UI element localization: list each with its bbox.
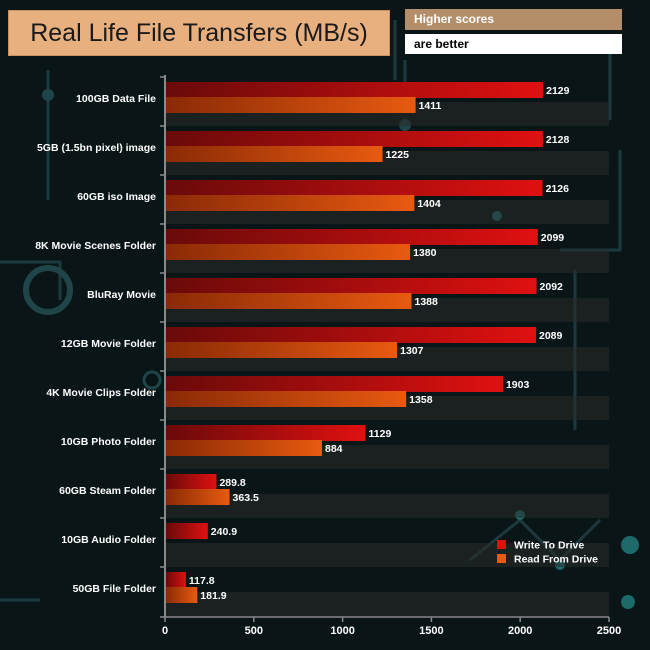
bar-value-label: 240.9 — [211, 526, 237, 538]
read-bar — [166, 391, 407, 407]
bar-value-label: 2092 — [540, 281, 564, 293]
x-tick-label: 1500 — [419, 625, 443, 637]
bar-value-label: 2129 — [546, 85, 570, 97]
x-tick-label: 2500 — [597, 625, 621, 637]
category-label: 5GB (1.5bn pixel) image — [37, 142, 156, 154]
bar-value-label: 117.8 — [189, 575, 215, 587]
x-tick-label: 500 — [245, 625, 263, 637]
category-label: 4K Movie Clips Folder — [46, 387, 156, 399]
bar-value-label: 1404 — [417, 198, 441, 210]
bar-value-label: 181.9 — [200, 590, 226, 602]
read-bar — [166, 97, 416, 113]
read-bar — [166, 587, 198, 603]
higher-scores-note: Higher scores — [405, 9, 622, 30]
bar-value-label: 1225 — [386, 149, 410, 161]
category-label: 10GB Audio Folder — [61, 534, 156, 546]
category-label: 60GB Steam Folder — [59, 485, 156, 497]
category-label: 8K Movie Scenes Folder — [35, 240, 156, 252]
x-tick-label: 0 — [162, 625, 168, 637]
category-label: 12GB Movie Folder — [61, 338, 156, 350]
bar-value-label: 1358 — [409, 394, 433, 406]
bar-value-label: 2128 — [546, 134, 570, 146]
read-bar — [166, 342, 398, 358]
bar-value-label: 1380 — [413, 247, 437, 259]
legend-label: Read From Drive — [514, 554, 598, 566]
category-label: BluRay Movie — [87, 289, 156, 301]
write-bar — [166, 425, 366, 441]
category-label: 60GB iso Image — [77, 191, 156, 203]
bar-value-label: 1411 — [419, 100, 442, 112]
write-bar — [166, 523, 208, 539]
bar-value-label: 884 — [325, 443, 343, 455]
bar-value-label: 1307 — [400, 345, 424, 357]
read-bar — [166, 244, 411, 260]
legend-label: Write To Drive — [514, 540, 584, 552]
read-bar — [166, 293, 412, 309]
read-bar — [166, 440, 322, 456]
write-bar — [166, 180, 543, 196]
x-tick-label: 1000 — [330, 625, 354, 637]
bar-value-label: 1903 — [506, 379, 530, 391]
legend-swatch — [497, 554, 506, 563]
write-bar — [166, 278, 537, 294]
bar-value-label: 2089 — [539, 330, 563, 342]
write-bar — [166, 474, 217, 490]
x-tick-label: 2000 — [508, 625, 532, 637]
write-bar — [166, 572, 186, 588]
category-label: 50GB File Folder — [73, 583, 156, 595]
write-bar — [166, 327, 537, 343]
bar-value-label: 2099 — [541, 232, 565, 244]
legend-swatch — [497, 540, 506, 549]
read-bar — [166, 489, 230, 505]
bar-value-label: 289.8 — [219, 477, 245, 489]
read-bar — [166, 146, 383, 162]
bar-value-label: 1129 — [369, 428, 392, 440]
category-label: 10GB Photo Folder — [61, 436, 156, 448]
write-bar — [166, 376, 503, 392]
write-bar — [166, 229, 538, 245]
write-bar — [166, 82, 544, 98]
bar-value-label: 363.5 — [233, 492, 259, 504]
are-better-note: are better — [405, 34, 622, 54]
row-band — [165, 494, 609, 518]
chart-title: Real Life File Transfers (MB/s) — [8, 10, 390, 56]
row-band — [165, 592, 609, 616]
read-bar — [166, 195, 415, 211]
bar-value-label: 1388 — [415, 296, 439, 308]
category-label: 100GB Data File — [76, 93, 156, 105]
row-band — [165, 543, 609, 567]
bar-value-label: 2126 — [546, 183, 570, 195]
write-bar — [166, 131, 543, 147]
